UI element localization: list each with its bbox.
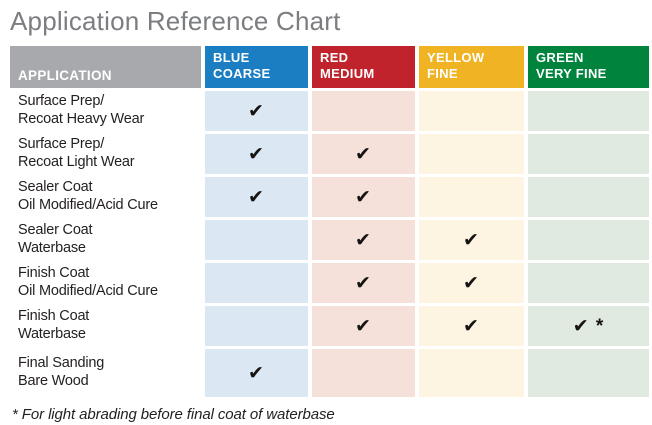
row-label-line2: Recoat Light Wear bbox=[18, 154, 135, 170]
check-cell bbox=[528, 134, 649, 174]
row-label-line2: Waterbase bbox=[18, 326, 86, 342]
check-cell bbox=[205, 263, 308, 303]
column-header-line1: GREEN bbox=[536, 50, 584, 65]
column-header-yellow-fine: YELLOW FINE bbox=[419, 46, 524, 88]
check-cell bbox=[528, 91, 649, 131]
row-label-line1: Sealer Coat bbox=[18, 222, 93, 239]
column-header-line1: YELLOW bbox=[427, 50, 485, 65]
check-cell: ✔ bbox=[205, 177, 308, 217]
row-label-surface-prep-light: Surface Prep/ Recoat Light Wear bbox=[10, 134, 201, 174]
column-header-line1: BLUE bbox=[213, 50, 250, 65]
check-cell: ✔ bbox=[419, 306, 524, 346]
row-label-line2: Oil Modified/Acid Cure bbox=[18, 197, 158, 213]
row-label-surface-prep-heavy: Surface Prep/ Recoat Heavy Wear bbox=[10, 91, 201, 131]
check-cell: ✔ bbox=[205, 91, 308, 131]
row-label-finish-coat-oil: Finish Coat Oil Modified/Acid Cure bbox=[10, 263, 201, 303]
column-header-blue-coarse: BLUE COARSE bbox=[205, 46, 308, 88]
column-header-line2: VERY FINE bbox=[536, 66, 607, 82]
row-label-line1: Finish Coat bbox=[18, 308, 90, 325]
check-cell bbox=[528, 263, 649, 303]
check-cell: ✔ bbox=[419, 263, 524, 303]
row-label-line1: Final Sanding bbox=[18, 355, 105, 372]
row-label-line2: Recoat Heavy Wear bbox=[18, 111, 145, 127]
check-cell bbox=[528, 177, 649, 217]
check-cell bbox=[312, 91, 415, 131]
check-cell: ✔ bbox=[312, 263, 415, 303]
check-cell: ✔ bbox=[205, 349, 308, 397]
row-label-finish-coat-waterbase: Finish Coat Waterbase bbox=[10, 306, 201, 346]
row-label-sealer-coat-waterbase: Sealer Coat Waterbase bbox=[10, 220, 201, 260]
row-label-line2: Bare Wood bbox=[18, 373, 89, 389]
check-cell bbox=[205, 306, 308, 346]
row-label-line2: Waterbase bbox=[18, 240, 86, 256]
check-cell bbox=[419, 91, 524, 131]
row-label-line1: Sealer Coat bbox=[18, 179, 93, 196]
check-cell bbox=[528, 349, 649, 397]
check-cell: ✔ bbox=[312, 306, 415, 346]
check-cell bbox=[528, 220, 649, 260]
check-cell bbox=[419, 134, 524, 174]
check-cell bbox=[312, 349, 415, 397]
column-header-line2: COARSE bbox=[213, 66, 271, 82]
row-label-sealer-coat-oil: Sealer Coat Oil Modified/Acid Cure bbox=[10, 177, 201, 217]
row-label-line1: Surface Prep/ bbox=[18, 93, 105, 110]
column-header-green-very-fine: GREEN VERY FINE bbox=[528, 46, 649, 88]
check-cell: ✔ bbox=[205, 134, 308, 174]
footnote: * For light abrading before final coat o… bbox=[12, 406, 335, 423]
page-title: Application Reference Chart bbox=[10, 6, 341, 36]
row-label-line2: Oil Modified/Acid Cure bbox=[18, 283, 158, 299]
application-reference-table: APPLICATION BLUE COARSE RED MEDIUM YELLO… bbox=[10, 46, 649, 397]
check-cell: ✔ bbox=[312, 134, 415, 174]
column-header-line2: MEDIUM bbox=[320, 66, 375, 82]
column-header-line1: RED bbox=[320, 50, 349, 65]
row-label-line1: Surface Prep/ bbox=[18, 136, 105, 153]
application-column-header: APPLICATION bbox=[10, 46, 201, 88]
check-cell: ✔ bbox=[419, 220, 524, 260]
column-header-red-medium: RED MEDIUM bbox=[312, 46, 415, 88]
row-label-final-sanding: Final Sanding Bare Wood bbox=[10, 349, 201, 397]
check-cell-with-asterisk: ✔ * bbox=[528, 306, 649, 346]
row-label-line1: Finish Coat bbox=[18, 265, 90, 282]
check-cell bbox=[419, 349, 524, 397]
check-cell bbox=[419, 177, 524, 217]
check-cell: ✔ bbox=[312, 177, 415, 217]
check-cell bbox=[205, 220, 308, 260]
check-cell: ✔ bbox=[312, 220, 415, 260]
column-header-line2: FINE bbox=[427, 66, 458, 82]
